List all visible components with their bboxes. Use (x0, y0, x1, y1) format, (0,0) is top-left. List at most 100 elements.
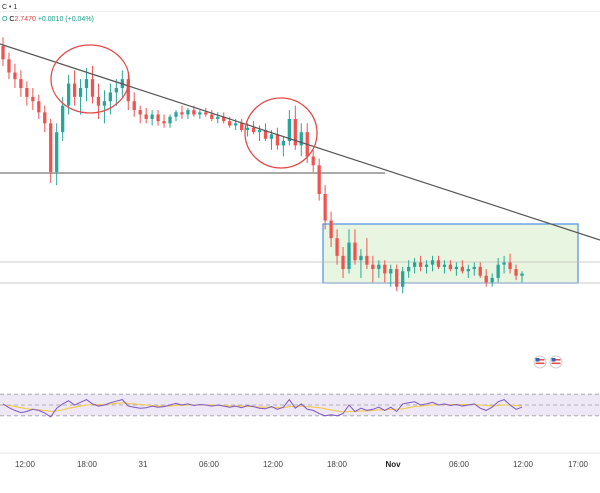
candle-body (156, 114, 160, 122)
candle-body (168, 116, 172, 124)
x-tick-label: 12:00 (15, 460, 36, 469)
candle-body (436, 260, 441, 267)
flag-canton (551, 358, 556, 362)
candle-body (424, 264, 429, 267)
candle-body (108, 92, 113, 102)
candle-body (192, 110, 196, 115)
candle-body (239, 123, 244, 130)
candle-body (210, 114, 214, 119)
candle-body (514, 269, 518, 276)
x-tick-label: 18:00 (327, 460, 348, 469)
ohlc-change: +0.0010 (+0.04%) (37, 16, 94, 23)
candle-body (198, 112, 202, 115)
candle-body (311, 156, 315, 166)
candle-body (43, 112, 47, 124)
candle-body (281, 141, 286, 146)
candle-body (335, 238, 339, 256)
candle-body (7, 59, 11, 73)
candle-body (78, 88, 83, 97)
candle-body (90, 79, 95, 97)
candle-body (55, 132, 59, 172)
candle-body (460, 266, 464, 272)
symbol-fragment: C • 1 (2, 4, 18, 11)
candle-body (329, 220, 333, 239)
candle-body (13, 72, 17, 80)
candle-body (126, 79, 130, 102)
candle-body (180, 112, 184, 115)
candle-body (132, 101, 136, 111)
candle-body (222, 116, 226, 122)
candle-body (234, 123, 238, 126)
candle-body (204, 112, 208, 115)
candle-body (401, 271, 405, 287)
candle-body (502, 262, 506, 265)
x-tick-label: 12:00 (263, 460, 284, 469)
candle-body (174, 112, 178, 117)
candle-body (454, 266, 459, 270)
candle-body (96, 96, 101, 106)
candle-body (275, 134, 280, 146)
candle-body (418, 262, 423, 267)
candle-body (150, 114, 154, 119)
candle-body (293, 118, 297, 146)
candle-body (323, 194, 327, 221)
candle-body (138, 110, 142, 115)
symbol-header: C • 1 (2, 4, 17, 11)
x-tick-label: 06:00 (199, 460, 220, 469)
candle-body (365, 255, 369, 265)
candle-body (216, 116, 220, 119)
us-flag-icon (549, 355, 563, 369)
consolidation-box (322, 223, 579, 284)
candle-body (353, 242, 357, 261)
candle-body (228, 121, 232, 126)
candle-body (1, 46, 5, 60)
candle-body (37, 101, 41, 113)
candle-body (359, 255, 363, 261)
downtrend-line (0, 43, 600, 241)
flag-stripe (535, 359, 545, 361)
candle-body (287, 118, 291, 141)
x-tick-label: Nov (385, 460, 401, 469)
candle-body (257, 129, 262, 133)
x-tick-label: 12:00 (513, 460, 534, 469)
candle-body (484, 275, 488, 283)
candle-body (317, 165, 321, 194)
candle-body (114, 88, 118, 93)
candle-body (19, 79, 23, 88)
candle-body (61, 105, 65, 133)
flag-circle (549, 355, 563, 369)
candle-body (251, 127, 256, 133)
ohlc-close-label: C (9, 16, 15, 23)
flag-stripe (551, 362, 561, 365)
candle-body (66, 83, 71, 106)
candle-body (383, 264, 387, 274)
candle-body (102, 101, 107, 106)
candle-body (341, 255, 345, 270)
candle-body (478, 266, 482, 276)
annotation-circle (50, 44, 130, 114)
x-tick-label: 18:00 (77, 460, 98, 469)
candle-body (269, 134, 274, 139)
candle-body (448, 264, 453, 270)
flag-circle (533, 355, 547, 369)
candle-body (407, 266, 411, 272)
ohlc-legend: O C2.7470 +0.0010 (+0.04%) (2, 16, 94, 23)
rsi-ma-line (2, 402, 523, 413)
candle-body (520, 273, 524, 276)
candle-body (508, 262, 512, 270)
candle-body (245, 127, 250, 130)
flag-canton (535, 358, 540, 362)
rsi-line (2, 398, 523, 418)
candle-body (389, 269, 393, 274)
x-tick-label: 06:00 (449, 460, 470, 469)
annotation-circle (244, 97, 318, 169)
candle-body (490, 277, 494, 283)
ohlc-open-label: O (2, 16, 8, 23)
candle-body (186, 110, 190, 115)
candle-body (49, 123, 53, 172)
candle-body (442, 264, 447, 267)
x-tick-label: 31 (139, 460, 148, 469)
candle-body (162, 121, 166, 124)
